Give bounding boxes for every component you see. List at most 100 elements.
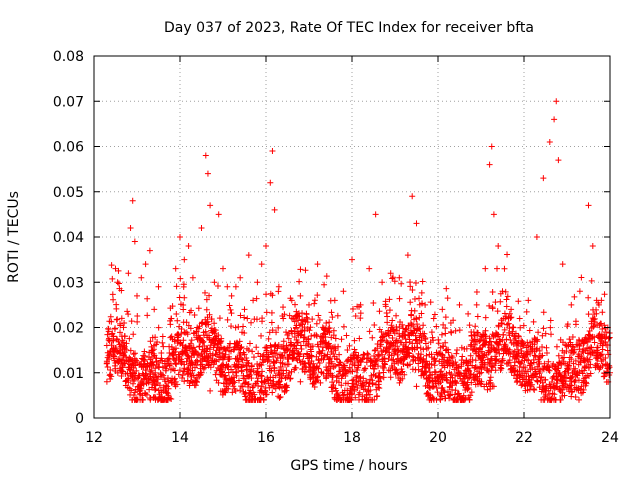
data-point — [245, 347, 252, 354]
data-point — [400, 347, 407, 354]
data-point — [456, 301, 463, 308]
data-point — [563, 375, 570, 382]
data-point — [487, 338, 494, 345]
data-point — [179, 342, 186, 349]
data-point — [515, 333, 522, 340]
data-point — [407, 283, 414, 290]
data-point — [183, 319, 190, 326]
data-point — [442, 325, 449, 332]
data-point — [576, 288, 583, 295]
y-axis-title: ROTI / TECUs — [6, 191, 22, 283]
data-point — [603, 368, 610, 375]
data-point — [461, 378, 468, 385]
data-point — [118, 356, 125, 363]
data-point — [133, 367, 140, 374]
data-point — [534, 378, 541, 385]
y-tick-label: 0.03 — [53, 275, 84, 291]
data-point — [118, 315, 125, 322]
data-point — [248, 319, 255, 326]
data-point — [447, 357, 454, 364]
data-point — [250, 297, 257, 304]
data-point — [497, 364, 504, 371]
data-point — [527, 350, 534, 357]
data-point — [581, 367, 588, 374]
data-point — [567, 339, 574, 346]
data-point — [152, 369, 159, 376]
data-point — [286, 351, 293, 358]
data-point — [348, 396, 355, 403]
data-point — [355, 352, 362, 359]
data-point — [247, 387, 254, 394]
data-point — [118, 287, 125, 294]
data-point — [431, 362, 438, 369]
data-point — [430, 337, 437, 344]
data-point — [237, 387, 244, 394]
data-point — [514, 352, 521, 359]
data-point — [422, 301, 429, 308]
data-point — [435, 340, 442, 347]
data-point — [179, 375, 186, 382]
data-point — [292, 301, 299, 308]
data-point — [269, 148, 276, 155]
data-point — [194, 351, 201, 358]
data-point — [241, 351, 248, 358]
data-point — [552, 366, 559, 373]
data-point — [232, 324, 239, 331]
data-point — [465, 385, 472, 392]
x-tick-label: 16 — [257, 430, 275, 446]
data-point — [310, 360, 317, 367]
data-point — [448, 329, 455, 336]
data-point — [502, 288, 509, 295]
data-point — [225, 362, 232, 369]
data-point — [531, 341, 538, 348]
data-point — [394, 327, 401, 334]
data-point — [180, 302, 187, 309]
y-tick-labels: 0 0.01 0.02 0.03 0.04 0.05 0.06 0.07 0.08 — [53, 49, 84, 427]
data-point — [396, 379, 403, 386]
data-point — [517, 324, 524, 331]
data-point — [159, 357, 166, 364]
data-point — [331, 297, 338, 304]
data-point — [538, 353, 545, 360]
data-point — [128, 387, 135, 394]
data-point — [566, 362, 573, 369]
data-point — [429, 334, 436, 341]
data-point — [181, 378, 188, 385]
data-point — [275, 370, 282, 377]
data-point — [357, 315, 364, 322]
data-point — [335, 343, 342, 350]
data-point — [481, 361, 488, 368]
data-point — [187, 325, 194, 332]
data-point — [390, 356, 397, 363]
data-point — [369, 334, 376, 341]
data-point — [245, 380, 252, 387]
data-point — [330, 382, 337, 389]
data-point — [268, 309, 275, 316]
data-point — [144, 378, 151, 385]
data-point — [555, 365, 562, 372]
data-point — [258, 383, 265, 390]
data-point — [202, 152, 209, 159]
data-point — [155, 324, 162, 331]
data-point — [576, 368, 583, 375]
data-point — [572, 321, 579, 328]
data-point — [588, 277, 595, 284]
data-point — [314, 373, 321, 380]
data-point — [155, 283, 162, 290]
data-point — [313, 320, 320, 327]
data-point — [273, 350, 280, 357]
data-point — [228, 292, 235, 299]
data-point — [439, 306, 446, 313]
data-point — [586, 356, 593, 363]
data-point — [106, 356, 113, 363]
data-point — [416, 295, 423, 302]
data-point — [508, 314, 515, 321]
data-point — [500, 350, 507, 357]
data-point — [432, 357, 439, 364]
data-point — [408, 311, 415, 318]
data-point — [121, 343, 128, 350]
data-point — [116, 347, 123, 354]
data-point — [314, 261, 321, 268]
data-point — [418, 310, 425, 317]
